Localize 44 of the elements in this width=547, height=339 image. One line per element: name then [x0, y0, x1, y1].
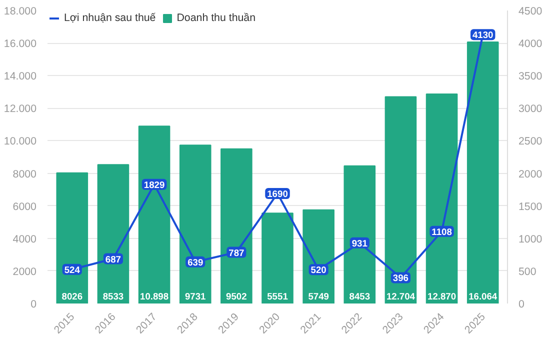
bar	[384, 96, 417, 304]
bar	[220, 148, 252, 304]
bar	[262, 212, 294, 304]
bar	[138, 126, 170, 304]
y-tick-label: 4000	[12, 233, 37, 246]
y-tick-label: 14.000	[4, 70, 37, 83]
legend-label: Lợi nhuận sau thuế	[64, 12, 156, 24]
y2-tick-label: 0	[518, 298, 524, 310]
data-label: 10.898	[140, 292, 169, 302]
bar	[302, 209, 334, 304]
y-tick-label: 2000	[12, 266, 37, 278]
data-label: 5551	[267, 292, 288, 302]
data-label: 8533	[102, 292, 124, 302]
y-tick-label: 6000	[12, 200, 37, 213]
data-label: 8453	[349, 292, 370, 302]
bar	[426, 94, 458, 304]
y2-tick-label: 4500	[518, 6, 542, 18]
y-tick-label: 10.000	[4, 136, 37, 148]
y2-tick-label: 2500	[518, 136, 542, 148]
y-tick-label: 12.000	[4, 103, 37, 116]
y2-tick-label: 3500	[518, 70, 542, 83]
y-tick-label: 16.000	[4, 38, 37, 50]
bar	[97, 164, 130, 304]
data-label: 12.704	[386, 292, 416, 302]
data-label: 9731	[184, 292, 206, 302]
y-tick-label: 0	[30, 298, 37, 310]
y2-tick-label: 1000	[518, 233, 542, 246]
data-label: 9502	[226, 292, 247, 302]
y-tick-label: 18.000	[4, 6, 37, 18]
data-label: 12.870	[428, 292, 456, 302]
y2-tick-label: 4000	[518, 38, 542, 50]
legend-label: Doanh thu thuần	[176, 12, 256, 24]
data-label: 8026	[62, 292, 83, 302]
y2-tick-label: 1500	[518, 200, 542, 213]
data-label: 5749	[308, 292, 329, 302]
y2-tick-label: 500	[518, 266, 536, 278]
y-tick-label: 8000	[12, 168, 37, 180]
data-label: 16.064	[468, 292, 498, 302]
bar	[179, 144, 212, 304]
bar	[466, 42, 499, 304]
y2-tick-label: 2000	[518, 168, 542, 180]
bar	[344, 165, 376, 304]
bar	[56, 172, 88, 304]
y2-tick-label: 3000	[518, 103, 542, 116]
